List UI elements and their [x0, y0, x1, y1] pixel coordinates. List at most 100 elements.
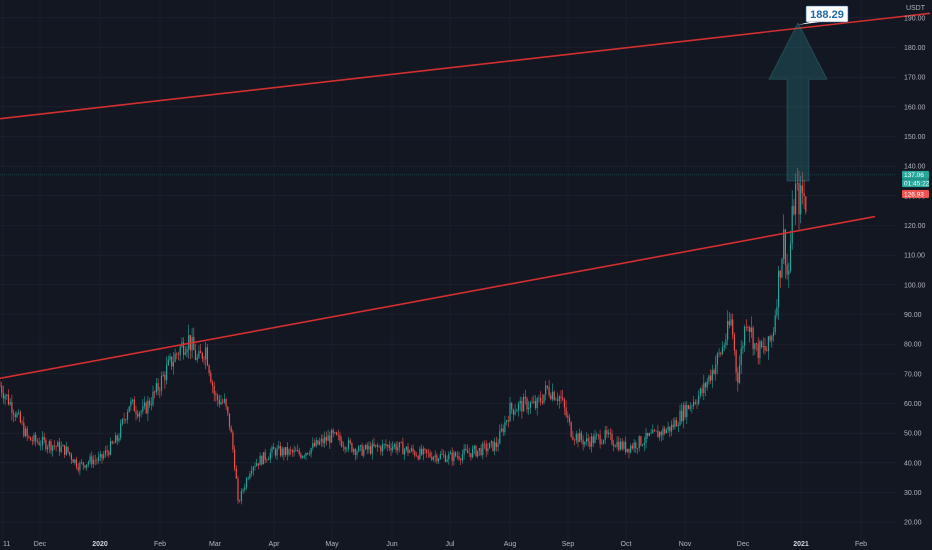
candle-down	[133, 396, 135, 412]
candle-up	[247, 476, 249, 481]
candle-down	[116, 434, 118, 445]
y-axis[interactable]: 20.00 30.00 40.00 50.00 60.00 70.00 80.00 90.00…	[904, 15, 926, 526]
candle-down	[441, 448, 443, 456]
candle-up	[121, 417, 123, 426]
candle-down	[455, 451, 457, 458]
candle-down	[69, 451, 71, 457]
candle-down	[137, 409, 139, 419]
candle-down	[701, 384, 703, 397]
candle-down	[609, 428, 611, 440]
candle-up	[439, 451, 441, 460]
grid	[0, 0, 896, 540]
price-tag: 126.93	[902, 190, 929, 198]
candle-down	[203, 355, 205, 365]
target-callout[interactable]: 188.29	[798, 5, 849, 25]
projection-arrow-shape[interactable]	[768, 22, 828, 182]
y-tick-label: 60.00	[904, 401, 922, 408]
candle-up	[40, 440, 42, 451]
candle-up	[174, 348, 176, 363]
candle-down	[526, 396, 528, 414]
candle-up	[715, 355, 717, 381]
trendlines[interactable]	[0, 12, 931, 380]
candle-up	[596, 432, 598, 440]
candle-up	[472, 445, 474, 459]
candle-up	[196, 353, 198, 363]
candle-down	[657, 424, 659, 438]
candle-down	[562, 389, 564, 402]
price-tag: 01:45:22	[902, 179, 930, 187]
candle-down	[492, 441, 494, 452]
candle-down	[779, 270, 781, 288]
candle-up	[438, 457, 440, 464]
candle-down	[599, 429, 601, 449]
candle-up	[698, 390, 700, 406]
candle-up	[188, 324, 190, 359]
candle-up	[383, 443, 385, 450]
candle-down	[531, 396, 533, 404]
candle-up	[41, 430, 44, 451]
candle-up	[152, 385, 154, 407]
candle-up	[545, 380, 547, 401]
candle-up	[33, 432, 35, 445]
candle-up	[320, 434, 322, 448]
x-tick-label: Jun	[386, 541, 397, 548]
candle-down	[580, 430, 582, 444]
candle-up	[184, 345, 186, 356]
candle-down	[43, 432, 45, 444]
x-axis[interactable]: 11 Dec 2020 Feb Mar Apr May Jun Jul Aug Sep Oct Nov D…	[3, 541, 867, 548]
candle-down	[557, 392, 559, 406]
candle-up	[356, 449, 358, 459]
candle-down	[798, 170, 800, 230]
candle-up	[543, 394, 545, 405]
candle-down	[681, 403, 683, 424]
candle-up	[293, 445, 295, 457]
candle-up	[252, 465, 254, 476]
candle-up	[558, 394, 560, 409]
y-tick-label: 40.00	[904, 460, 922, 467]
candle-down	[511, 401, 513, 415]
candle-up	[155, 377, 157, 396]
candle-up	[645, 428, 647, 449]
candle-up	[636, 447, 639, 454]
candle-up	[767, 335, 769, 360]
candle-down	[13, 409, 15, 423]
candle-down	[30, 436, 32, 441]
target-callout-pointer	[798, 22, 820, 25]
candle-down	[485, 440, 487, 458]
candle-down	[106, 445, 108, 457]
candle-up	[730, 313, 732, 327]
candle-up	[490, 439, 492, 448]
candle-down	[541, 394, 543, 405]
candle-down	[380, 444, 382, 456]
candle-down	[628, 448, 630, 459]
candle-up	[125, 418, 127, 424]
candle-down	[468, 447, 470, 458]
candle-up	[169, 353, 171, 363]
candle-down	[803, 179, 805, 209]
candle-down	[208, 364, 210, 377]
candle-up	[288, 448, 290, 457]
candle-down	[19, 409, 21, 424]
projection-arrow[interactable]	[768, 22, 828, 182]
candle-down	[222, 398, 224, 405]
candle-down	[7, 389, 10, 406]
candle-down	[613, 439, 615, 452]
candle-up	[633, 438, 635, 453]
candle-up	[788, 262, 790, 288]
candle-down	[279, 442, 282, 458]
candle-up	[118, 432, 120, 443]
candle-down	[26, 426, 28, 442]
candle-up	[65, 441, 67, 456]
trendline[interactable]	[0, 12, 931, 120]
candle-up	[143, 396, 146, 410]
candle-up	[220, 394, 222, 406]
candle-up	[601, 438, 603, 445]
candle-down	[801, 172, 803, 205]
candle-down	[567, 411, 569, 423]
candle-up	[659, 430, 661, 441]
candle-up	[750, 316, 752, 339]
candle-down	[23, 416, 25, 438]
candle-down	[213, 381, 215, 402]
trendline[interactable]	[0, 215, 876, 380]
